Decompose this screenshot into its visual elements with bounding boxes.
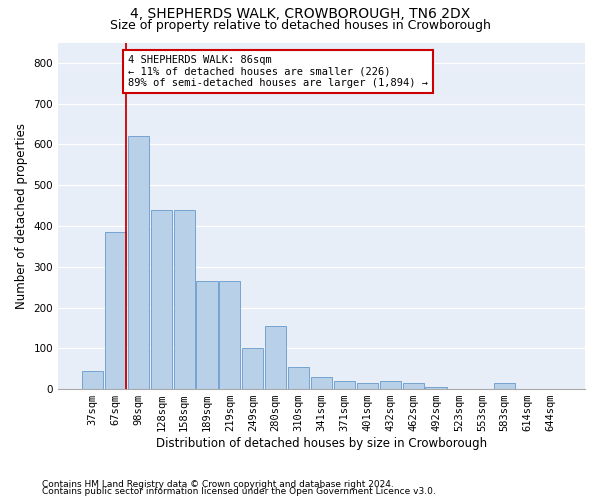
Bar [265,326,286,389]
Bar [380,381,401,389]
Bar [196,281,218,389]
Text: Contains HM Land Registry data © Crown copyright and database right 2024.: Contains HM Land Registry data © Crown c… [42,480,394,489]
Text: 4 SHEPHERDS WALK: 86sqm
← 11% of detached houses are smaller (226)
89% of semi-d: 4 SHEPHERDS WALK: 86sqm ← 11% of detache… [128,54,428,88]
Bar [151,210,172,389]
Bar [425,387,446,389]
Bar [357,383,378,389]
Bar [242,348,263,389]
Bar [128,136,149,389]
Text: Size of property relative to detached houses in Crowborough: Size of property relative to detached ho… [110,18,490,32]
Bar [220,281,241,389]
Text: Contains public sector information licensed under the Open Government Licence v3: Contains public sector information licen… [42,487,436,496]
Bar [105,232,126,389]
Bar [494,383,515,389]
Text: 4, SHEPHERDS WALK, CROWBOROUGH, TN6 2DX: 4, SHEPHERDS WALK, CROWBOROUGH, TN6 2DX [130,8,470,22]
Bar [288,366,309,389]
Bar [334,381,355,389]
X-axis label: Distribution of detached houses by size in Crowborough: Distribution of detached houses by size … [156,437,487,450]
Bar [82,370,103,389]
Y-axis label: Number of detached properties: Number of detached properties [15,123,28,309]
Bar [311,377,332,389]
Bar [403,383,424,389]
Bar [173,210,194,389]
